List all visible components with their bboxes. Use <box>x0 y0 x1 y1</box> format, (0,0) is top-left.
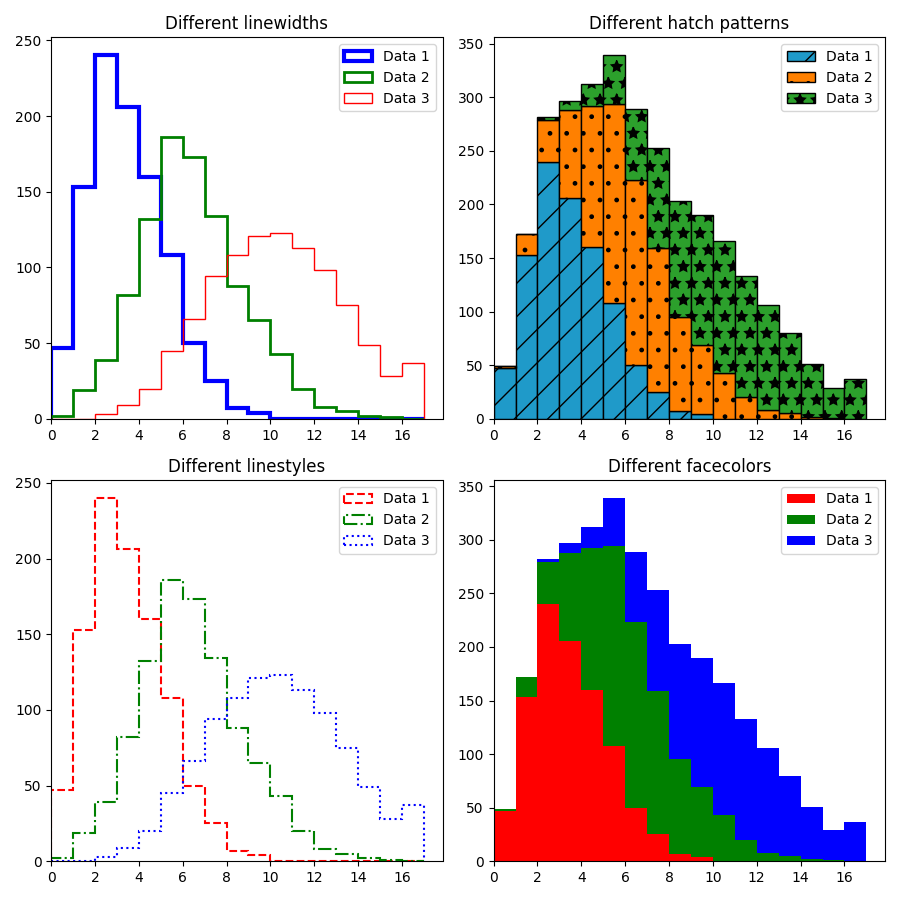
Title: Different linewidths: Different linewidths <box>166 15 328 33</box>
Title: Different facecolors: Different facecolors <box>608 457 771 475</box>
Bar <box>603 303 625 418</box>
Bar <box>560 543 581 553</box>
Bar <box>669 202 691 317</box>
Bar <box>581 85 603 106</box>
Bar <box>801 860 823 861</box>
Bar <box>647 590 669 691</box>
Bar <box>778 856 801 861</box>
Bar <box>560 101 581 110</box>
Bar <box>734 719 757 840</box>
Bar <box>713 373 734 418</box>
Bar <box>581 548 603 689</box>
Title: Different hatch patterns: Different hatch patterns <box>590 15 789 33</box>
Bar <box>778 413 801 418</box>
Bar <box>493 368 516 418</box>
Bar <box>647 392 669 418</box>
Bar <box>626 622 647 807</box>
Bar <box>560 553 581 641</box>
Bar <box>626 807 647 861</box>
Bar <box>493 366 516 368</box>
Bar <box>603 104 625 303</box>
Bar <box>691 788 713 857</box>
Bar <box>844 822 867 861</box>
Bar <box>603 498 625 546</box>
Bar <box>537 562 560 604</box>
Legend: Data 1, Data 2, Data 3: Data 1, Data 2, Data 3 <box>781 44 878 112</box>
Bar <box>537 559 560 562</box>
Title: Different linestyles: Different linestyles <box>168 457 326 475</box>
Bar <box>647 248 669 392</box>
Bar <box>626 180 647 365</box>
Bar <box>560 641 581 861</box>
Bar <box>734 840 757 861</box>
Bar <box>516 235 537 255</box>
Bar <box>691 345 713 415</box>
Bar <box>757 305 778 410</box>
Bar <box>603 546 625 745</box>
Bar <box>757 748 778 852</box>
Bar <box>647 834 669 861</box>
Bar <box>626 109 647 180</box>
Bar <box>626 365 647 418</box>
Bar <box>823 830 844 860</box>
Bar <box>713 241 734 373</box>
Bar <box>713 815 734 861</box>
Bar <box>691 857 713 861</box>
Bar <box>537 120 560 162</box>
Bar <box>844 379 867 418</box>
Bar <box>691 215 713 345</box>
Bar <box>516 255 537 418</box>
Bar <box>647 148 669 248</box>
Bar <box>778 333 801 413</box>
Bar <box>493 809 516 811</box>
Bar <box>626 552 647 622</box>
Bar <box>713 683 734 815</box>
Bar <box>801 417 823 419</box>
Bar <box>823 860 844 861</box>
Bar <box>537 604 560 861</box>
Legend: Data 1, Data 2, Data 3: Data 1, Data 2, Data 3 <box>338 487 436 554</box>
Bar <box>581 106 603 248</box>
Bar <box>516 677 537 698</box>
Bar <box>691 415 713 419</box>
Bar <box>734 276 757 397</box>
Bar <box>691 658 713 788</box>
Bar <box>669 854 691 861</box>
Bar <box>823 388 844 418</box>
Bar <box>603 56 625 104</box>
Bar <box>801 806 823 859</box>
Bar <box>493 811 516 861</box>
Legend: Data 1, Data 2, Data 3: Data 1, Data 2, Data 3 <box>338 44 436 112</box>
Bar <box>757 852 778 861</box>
Bar <box>537 117 560 120</box>
Bar <box>801 364 823 417</box>
Bar <box>757 410 778 419</box>
Bar <box>581 526 603 548</box>
Bar <box>669 411 691 418</box>
Bar <box>669 760 691 854</box>
Bar <box>560 110 581 198</box>
Bar <box>537 162 560 418</box>
Bar <box>603 745 625 861</box>
Bar <box>581 689 603 861</box>
Legend: Data 1, Data 2, Data 3: Data 1, Data 2, Data 3 <box>781 487 878 554</box>
Bar <box>669 317 691 411</box>
Bar <box>778 776 801 856</box>
Bar <box>647 691 669 834</box>
Bar <box>560 198 581 418</box>
Bar <box>581 248 603 418</box>
Bar <box>516 698 537 861</box>
Bar <box>669 644 691 760</box>
Bar <box>734 397 757 418</box>
